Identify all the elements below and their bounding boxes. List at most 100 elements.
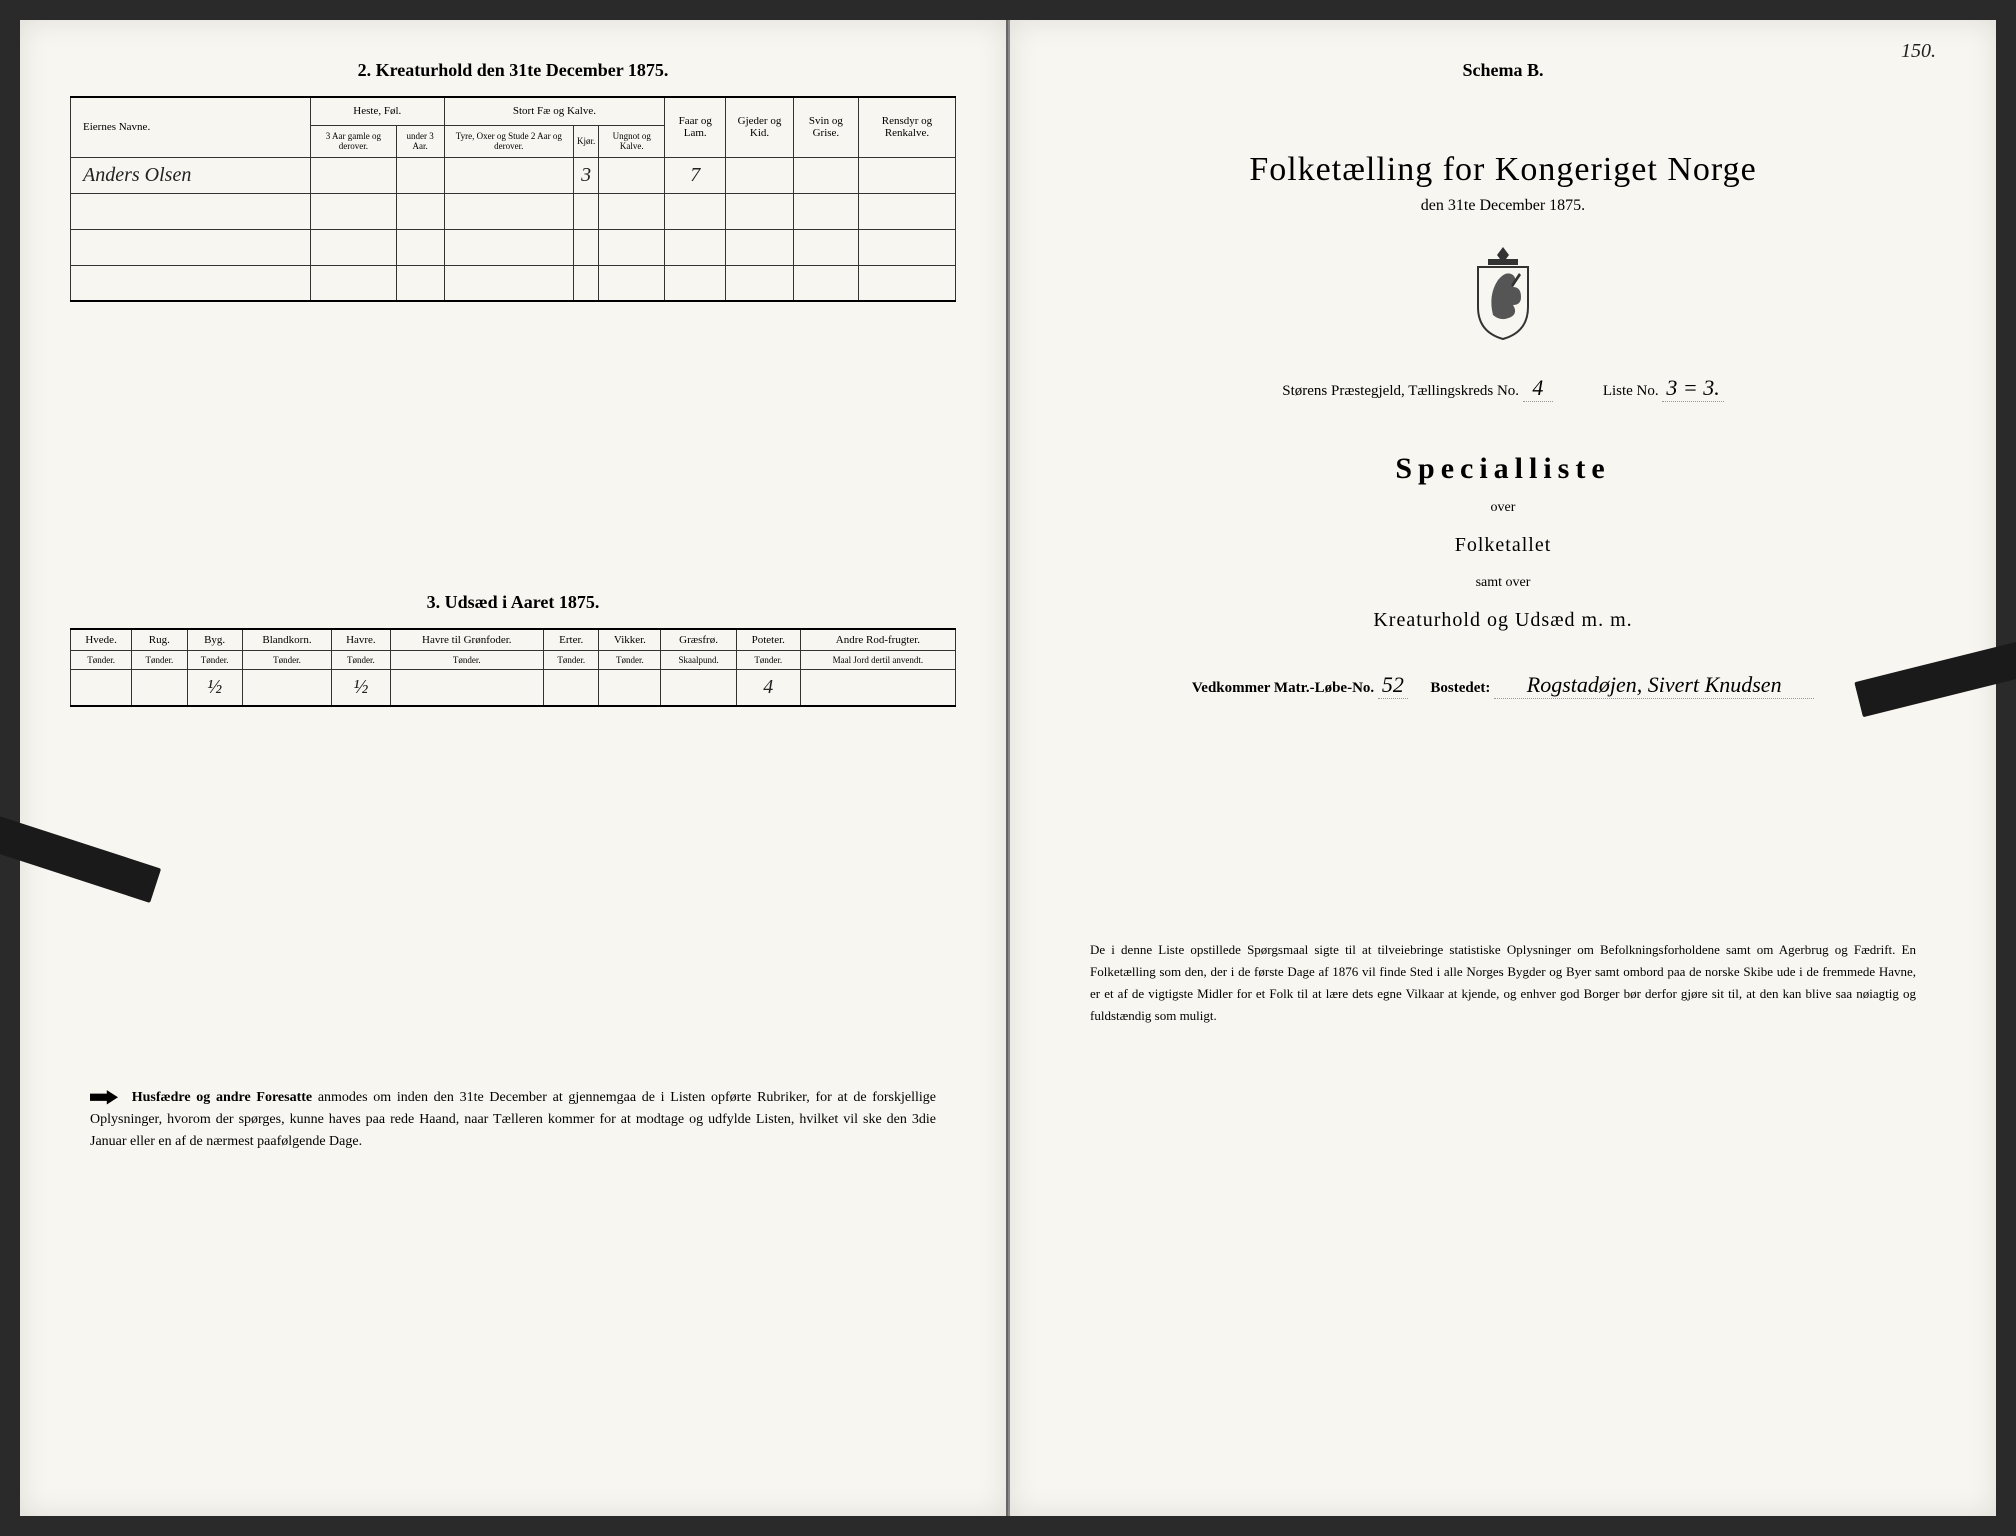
footer-lead: Husfædre og andre Foresatte — [132, 1090, 312, 1105]
th-heste1: 3 Aar gamle og derover. — [311, 125, 397, 157]
table-cell — [396, 157, 444, 193]
th-udsaed: Byg. — [187, 629, 242, 651]
table-cell — [858, 265, 955, 301]
th-unit: Tønder. — [71, 651, 132, 670]
table-cell — [665, 265, 726, 301]
table-cell — [599, 670, 661, 706]
th-fae2: Kjør. — [574, 125, 599, 157]
th-udsaed: Blandkorn. — [242, 629, 331, 651]
th-unit: Tønder. — [390, 651, 544, 670]
table-cell — [544, 670, 599, 706]
table-cell — [858, 229, 955, 265]
th-gjeder: Gjeder og Kid. — [726, 97, 794, 157]
table-cell — [726, 229, 794, 265]
table-cell — [132, 670, 187, 706]
table-cell — [726, 265, 794, 301]
table-cell: Anders Olsen — [71, 157, 311, 193]
book-spread: 2. Kreaturhold den 31te December 1875. E… — [20, 20, 1996, 1516]
table-cell — [311, 229, 397, 265]
meta-row: Størens Præstegjeld, Tællingskreds No. 4… — [1060, 375, 1946, 402]
table-cell: 7 — [665, 157, 726, 193]
table-cell: 4 — [736, 670, 800, 706]
table-cell — [242, 670, 331, 706]
table-row: Anders Olsen 3 7 — [71, 157, 956, 193]
th-fae3: Ungnot og Kalve. — [599, 125, 665, 157]
table-cell — [599, 157, 665, 193]
bosted-row: Vedkommer Matr.-Løbe-No. 52 Bostedet: Ro… — [1060, 672, 1946, 699]
table-cell — [444, 229, 573, 265]
kreatur-line: Kreaturhold og Udsæd m. m. — [1060, 609, 1946, 632]
table-cell — [71, 229, 311, 265]
main-title: Folketælling for Kongeriget Norge — [1060, 151, 1946, 189]
samt-label: samt over — [1060, 575, 1946, 591]
clip-right — [1854, 639, 2016, 717]
th-udsaed: Græsfrø. — [661, 629, 736, 651]
liste-label: Liste No. — [1603, 383, 1659, 399]
coat-of-arms-icon — [1463, 245, 1543, 345]
bosted-value: Rogstadøjen, Sivert Knudsen — [1494, 672, 1814, 699]
matr-label: Vedkommer Matr.-Løbe-No. — [1192, 680, 1374, 696]
th-udsaed: Rug. — [132, 629, 187, 651]
kreatur-table: Eiernes Navne. Heste, Føl. Stort Fæ og K… — [70, 96, 956, 302]
table-cell — [444, 193, 573, 229]
table-cell — [599, 229, 665, 265]
table-cell — [665, 229, 726, 265]
table-row — [71, 265, 956, 301]
th-heste2: under 3 Aar. — [396, 125, 444, 157]
bosted-label: Bostedet: — [1430, 680, 1490, 696]
th-svin: Svin og Grise. — [793, 97, 858, 157]
th-udsaed: Erter. — [544, 629, 599, 651]
th-udsaed: Havre. — [332, 629, 390, 651]
pointer-hand-icon — [90, 1088, 118, 1106]
table-cell — [311, 157, 397, 193]
table-cell — [726, 193, 794, 229]
section3-title: 3. Udsæd i Aaret 1875. — [70, 592, 956, 613]
th-unit: Tønder. — [544, 651, 599, 670]
main-subtitle: den 31te December 1875. — [1060, 197, 1946, 215]
liste-no: 3 = 3. — [1662, 375, 1723, 402]
left-page: 2. Kreaturhold den 31te December 1875. E… — [20, 20, 1008, 1516]
table-cell — [665, 193, 726, 229]
table-cell — [800, 670, 955, 706]
table-cell — [396, 193, 444, 229]
udsaed-table: Hvede.Rug.Byg.Blandkorn.Havre.Havre til … — [70, 628, 956, 707]
table-cell — [858, 193, 955, 229]
page-number: 150. — [1901, 40, 1936, 63]
table-cell: ½ — [332, 670, 390, 706]
th-faar: Faar og Lam. — [665, 97, 726, 157]
table-row — [71, 229, 956, 265]
th-rensdyr: Rensdyr og Renkalve. — [858, 97, 955, 157]
kreds-no: 4 — [1523, 375, 1553, 402]
th-unit: Tønder. — [242, 651, 331, 670]
table-cell — [71, 193, 311, 229]
table-cell — [311, 265, 397, 301]
table-cell — [858, 157, 955, 193]
table-cell — [661, 670, 736, 706]
table-cell: ½ — [187, 670, 242, 706]
left-footer-note: Husfædre og andre Foresatte anmodes om i… — [70, 1087, 956, 1154]
table-cell — [793, 265, 858, 301]
table-cell — [396, 265, 444, 301]
table-cell — [71, 265, 311, 301]
table-cell — [444, 157, 573, 193]
table-cell — [71, 670, 132, 706]
table-cell — [793, 229, 858, 265]
th-unit: Tønder. — [599, 651, 661, 670]
table-cell — [793, 193, 858, 229]
table-cell — [726, 157, 794, 193]
th-unit: Tønder. — [736, 651, 800, 670]
section2-title: 2. Kreaturhold den 31te December 1875. — [70, 60, 956, 81]
matr-no: 52 — [1378, 672, 1408, 699]
th-unit: Tønder. — [332, 651, 390, 670]
th-eier: Eiernes Navne. — [71, 97, 311, 157]
table-cell — [599, 265, 665, 301]
th-udsaed: Hvede. — [71, 629, 132, 651]
th-stortfae: Stort Fæ og Kalve. — [444, 97, 665, 125]
table-row — [71, 193, 956, 229]
table-cell — [444, 265, 573, 301]
th-udsaed: Vikker. — [599, 629, 661, 651]
table-cell: 3 — [574, 157, 599, 193]
praestegjeld-label: Størens Præstegjeld, Tællingskreds No. — [1282, 383, 1519, 399]
table-cell — [574, 229, 599, 265]
table-cell — [574, 265, 599, 301]
